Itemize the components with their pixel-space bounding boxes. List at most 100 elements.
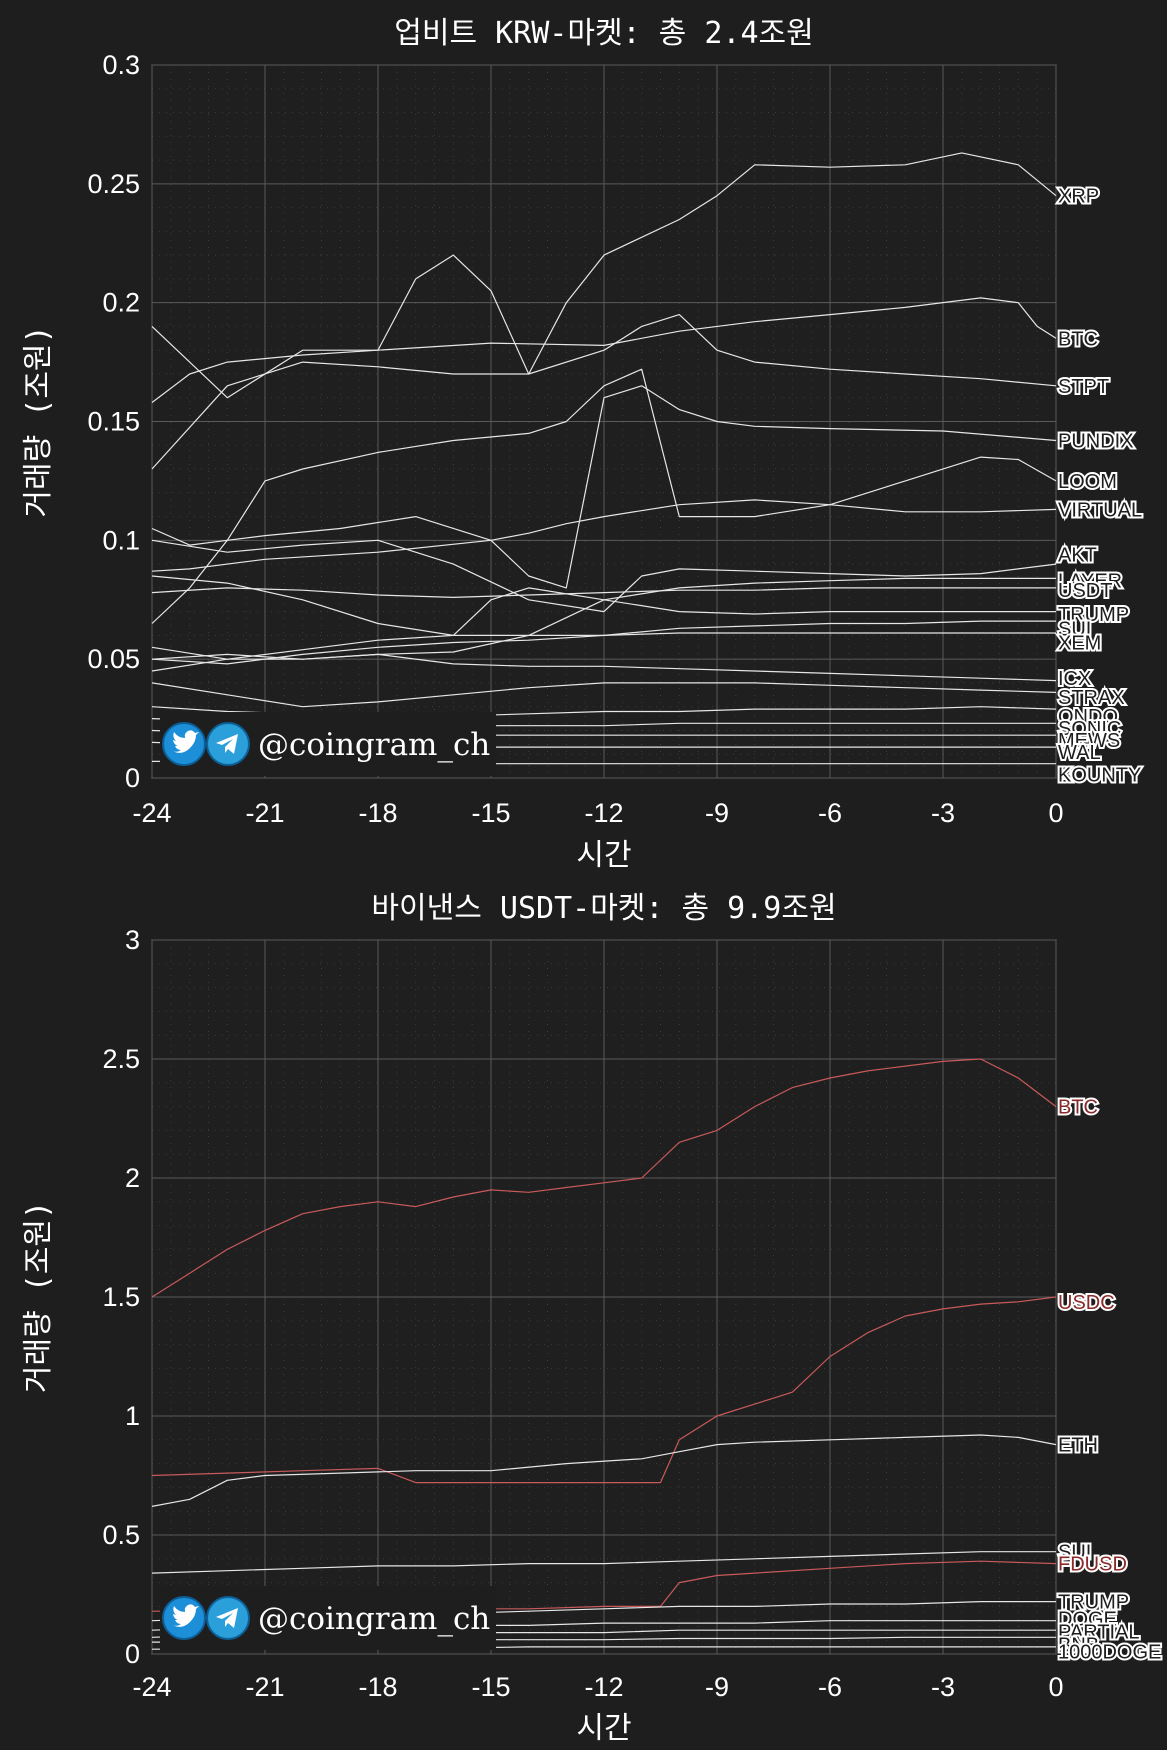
x-axis-label: 시간 — [576, 838, 631, 873]
series-line-usdc — [151, 1296, 1057, 1484]
twitter-icon — [162, 1596, 206, 1640]
y-tick-label: 0.3 — [102, 50, 140, 80]
series-label-strax: STRAX — [1058, 687, 1125, 709]
x-tick-label: -24 — [132, 798, 171, 828]
series-label-sui: SUI — [1058, 618, 1091, 640]
series-line-strax — [151, 682, 1057, 708]
series-label-trump: TRUMP — [1058, 1592, 1129, 1614]
x-tick-label: -12 — [584, 798, 623, 828]
series-label-ondo: ONDO — [1058, 706, 1118, 728]
watermark: @coingram_ch — [160, 1586, 496, 1650]
y-tick-labels: 0 0.5 1 1.5 2 2.5 3 — [102, 925, 140, 1669]
series-line-btc — [151, 1058, 1057, 1298]
series-line-xrp — [151, 152, 1057, 399]
series-label-bnb: BNB — [1058, 1634, 1099, 1656]
y-axis-label: 거래량 (조원) — [21, 1201, 56, 1393]
series-line-stpt — [151, 314, 1057, 470]
series-label-btc: BTC — [1058, 328, 1098, 350]
x-tick-label: 0 — [1048, 798, 1063, 828]
x-tick-labels: -24 -21 -18 -15 -12 -9 -6 -3 0 — [132, 798, 1063, 828]
y-tick-label: 3 — [125, 925, 140, 955]
x-tick-label: -18 — [358, 1672, 397, 1702]
telegram-plane-glyph — [216, 734, 238, 754]
series-line-eth — [151, 1434, 1057, 1507]
x-tick-label: -21 — [245, 1672, 284, 1702]
telegram-icon — [206, 1596, 250, 1640]
twitter-bird-glyph — [173, 1604, 199, 1627]
x-axis-label: 시간 — [576, 1711, 631, 1746]
series-label-stpt: STPT — [1058, 376, 1109, 398]
y-tick-label: 0 — [125, 1639, 140, 1669]
x-tick-label: -9 — [705, 798, 729, 828]
series-label-pundix: PUNDIX — [1058, 431, 1134, 453]
y-tick-label: 0.5 — [102, 1520, 140, 1550]
x-tick-label: -18 — [358, 798, 397, 828]
x-tick-label: -15 — [471, 1672, 510, 1702]
series-line-xem — [151, 632, 1056, 672]
y-tick-label: 1 — [125, 1401, 140, 1431]
series-label-doge: DOGE — [1058, 1608, 1117, 1630]
watermark-handle: @coingram_ch — [258, 1601, 490, 1637]
x-tick-label: -6 — [818, 798, 842, 828]
series-label-wal: WAL — [1058, 742, 1101, 764]
series-label-loom: LOOM — [1058, 471, 1117, 493]
series-label-sui: SUI — [1058, 1542, 1091, 1564]
series-line-loom — [151, 368, 1057, 624]
x-tick-labels: -24 -21 -18 -15 -12 -9 -6 -3 0 — [132, 1672, 1063, 1702]
series-group — [151, 152, 1057, 765]
telegram-plane-glyph — [216, 1608, 238, 1628]
series-label-partial: PARTIAL — [1058, 1621, 1140, 1643]
y-tick-label: 0.1 — [102, 525, 140, 555]
chart-title: 업비트 KRW-마켓: 총 2.4조원 — [394, 16, 813, 51]
series-line-usdt — [151, 587, 1056, 599]
series-label-akt: AKT — [1058, 545, 1097, 567]
series-label-trump: TRUMP — [1058, 604, 1129, 626]
major-grid — [151, 939, 1057, 1655]
y-axis-label: 거래량 (조원) — [21, 325, 56, 517]
x-tick-label: -21 — [245, 798, 284, 828]
upbit-chart: XRP BTC STPT PUNDIX LOOM VIRTUAL AKT LAYERUSDTT… — [21, 16, 1144, 873]
series-label-xem: XEM — [1058, 633, 1101, 655]
series-line-akt — [151, 539, 1057, 613]
series-labels: XRP BTC STPT PUNDIX LOOM VIRTUAL AKT LAYERUSDTT… — [1056, 184, 1144, 789]
series-label-xrp: XRP — [1058, 186, 1099, 208]
series-label-icx: ICX — [1058, 668, 1091, 690]
x-tick-label: -9 — [705, 1672, 729, 1702]
series-line-trump — [151, 575, 1056, 637]
y-tick-label: 0.25 — [87, 169, 140, 199]
y-tick-label: 0.2 — [102, 288, 140, 318]
series-label-k: K — [1058, 764, 1072, 786]
series-label-btc: BTC — [1058, 1097, 1098, 1119]
series-line-virtual — [151, 499, 1057, 572]
x-tick-label: -12 — [584, 1672, 623, 1702]
series-label-usdc: USDC — [1058, 1292, 1115, 1314]
series-label-virtual: VIRTUAL — [1058, 499, 1142, 521]
series-label-fdusd: FDUSD — [1058, 1554, 1127, 1576]
y-tick-label: 2.5 — [102, 1044, 140, 1074]
x-tick-label: -3 — [931, 1672, 955, 1702]
x-tick-label: -3 — [931, 798, 955, 828]
twitter-icon — [162, 722, 206, 766]
series-line-sui — [151, 1551, 1056, 1574]
series-label-eth: ETH — [1058, 1435, 1098, 1457]
series-line-btc — [151, 297, 1057, 403]
x-tick-label: 0 — [1048, 1672, 1063, 1702]
series-line-icx — [151, 646, 1057, 682]
x-tick-label: -24 — [132, 1672, 171, 1702]
y-tick-label: 0 — [125, 763, 140, 793]
chart-title: 바이낸스 USDT-마켓: 총 9.9조원 — [371, 891, 836, 926]
series-label-layer: LAYER — [1058, 571, 1122, 593]
y-tick-label: 2 — [125, 1163, 140, 1193]
telegram-icon — [206, 722, 250, 766]
watermark-handle: @coingram_ch — [258, 727, 490, 763]
x-tick-label: -15 — [471, 798, 510, 828]
series-line-pundix — [151, 385, 1057, 589]
watermark: @coingram_ch — [160, 712, 496, 776]
series-label-usdt: USDT — [1058, 580, 1112, 602]
twitter-bird-glyph — [173, 730, 199, 753]
y-tick-label: 0.15 — [87, 407, 140, 437]
y-tick-labels: 0 0.05 0.1 0.15 0.2 0.25 0.3 — [87, 50, 140, 793]
y-tick-label: 0.05 — [87, 644, 140, 674]
